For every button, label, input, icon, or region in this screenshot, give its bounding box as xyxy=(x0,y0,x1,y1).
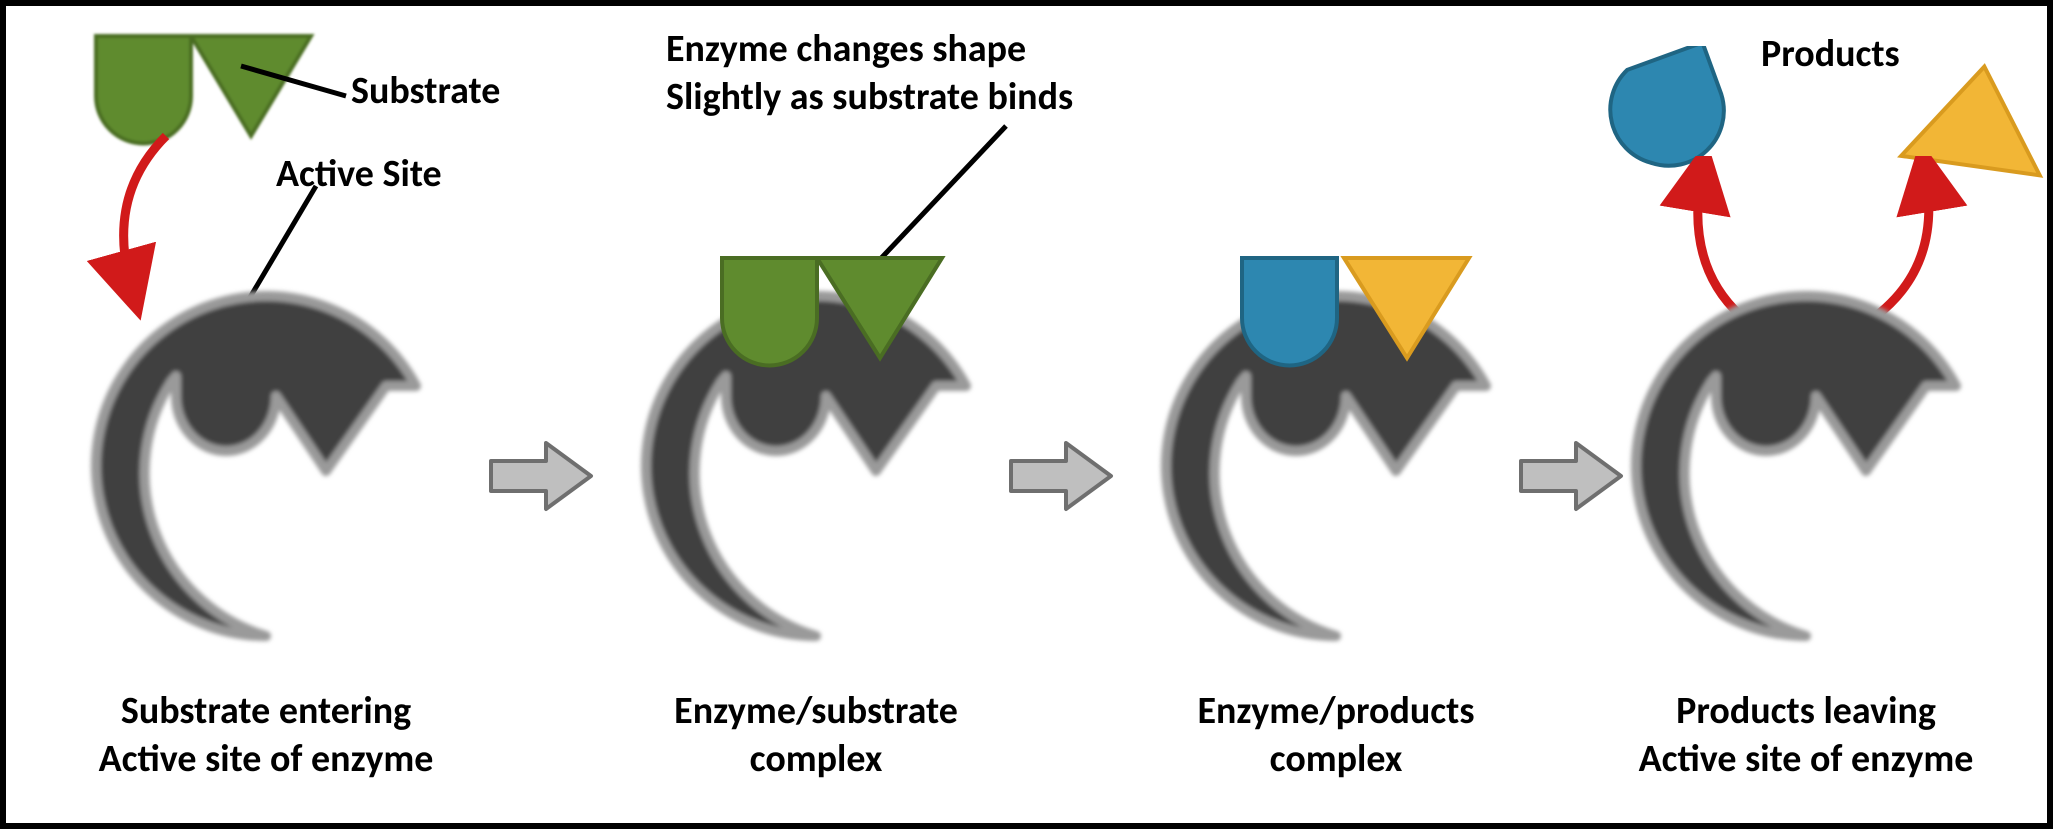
caption-2-l1: Enzyme/substrate xyxy=(674,688,958,734)
caption-1: Substrate entering Active site of enzyme xyxy=(16,688,516,783)
diagram-frame: Substrate Active Site Substra xyxy=(0,0,2053,829)
label-products: Products xyxy=(1761,31,1900,79)
caption-3-l1: Enzyme/products xyxy=(1197,688,1474,734)
enzyme-2 xyxy=(636,286,996,651)
stage-4: Products Products leaving Active site of… xyxy=(1566,6,2046,823)
caption-3-l2: complex xyxy=(1270,736,1403,782)
caption-1-l2: Active site of enzyme xyxy=(99,736,434,782)
enzyme-4 xyxy=(1626,286,1986,651)
caption-3: Enzyme/products complex xyxy=(1086,688,1586,783)
caption-2: Enzyme/substrate complex xyxy=(566,688,1066,783)
enzyme-1 xyxy=(86,286,446,651)
stage-2: Enzyme changes shape Slightly as substra… xyxy=(566,6,1066,823)
stage-3: Enzyme/products complex xyxy=(1086,6,1586,823)
enzyme-3 xyxy=(1156,286,1516,651)
caption-4-l1: Products leaving xyxy=(1676,688,1936,734)
caption-4: Products leaving Active site of enzyme xyxy=(1566,688,2046,783)
caption-4-l2: Active site of enzyme xyxy=(1639,736,1974,782)
products-bound xyxy=(1234,250,1474,400)
caption-2-l2: complex xyxy=(750,736,883,782)
label-active-site: Active Site xyxy=(276,151,442,199)
substrate-bound xyxy=(714,250,954,400)
stage-1: Substrate Active Site Substra xyxy=(16,6,516,823)
caption-1-l1: Substrate entering xyxy=(121,688,411,734)
